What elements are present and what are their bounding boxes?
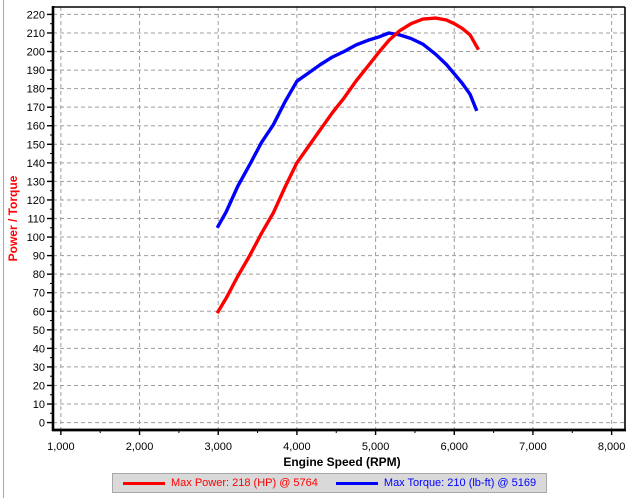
y-tick-label: 160 [27, 121, 45, 133]
y-tick-label: 40 [33, 343, 45, 355]
y-tick-label: 80 [33, 269, 45, 281]
legend: Max Power: 218 (HP) @ 5764 Max Torque: 2… [112, 473, 548, 493]
y-tick-label: 120 [27, 195, 45, 207]
torque-curve [215, 31, 479, 229]
y-tick-label: 150 [27, 139, 45, 151]
y-tick-label: 0 [39, 418, 45, 430]
torque-line-swatch [335, 481, 378, 485]
x-tick-label: 8,000 [598, 441, 626, 453]
power-line-swatch [123, 481, 165, 485]
y-tick-label: 170 [27, 102, 45, 114]
y-tick-label: 30 [33, 362, 45, 374]
x-tick-label: 4,000 [283, 441, 311, 453]
legend-power-label: Max Power: 218 (HP) @ 5764 [171, 477, 318, 489]
legend-torque-entry: Max Torque: 210 (lb-ft) @ 5169 [335, 477, 537, 489]
panel-left-border [3, 0, 4, 498]
x-tick-label: 2,000 [126, 441, 154, 453]
y-tick-label: 140 [27, 158, 45, 170]
y-tick-label: 70 [33, 288, 45, 300]
legend-power-entry: Max Power: 218 (HP) @ 5764 [123, 477, 318, 489]
x-axis-ticks: 1,000 2,000 3,000 4,000 5,000 6,000 7,000 8,000 [47, 430, 625, 453]
y-tick-label: 130 [27, 176, 45, 188]
x-tick-label: 5,000 [362, 441, 390, 453]
y-tick-label: 90 [33, 251, 45, 263]
y-tick-label: 20 [33, 380, 45, 392]
y-tick-label: 200 [27, 47, 45, 59]
y-tick-label: 180 [27, 84, 45, 96]
y-tick-label: 110 [27, 214, 45, 226]
y-tick-label: 190 [27, 65, 45, 77]
legend-torque-label: Max Torque: 210 (lb-ft) @ 5169 [383, 477, 537, 489]
power-curve [215, 16, 480, 314]
y-axis-label: Power / Torque [6, 175, 20, 261]
y-tick-label: 210 [27, 28, 45, 40]
x-tick-label: 7,000 [519, 441, 547, 453]
y-tick-label: 10 [33, 399, 45, 411]
x-tick-label: 6,000 [440, 441, 468, 453]
y-tick-label: 50 [33, 325, 45, 337]
y-tick-label: 60 [33, 306, 45, 318]
y-tick-label: 100 [27, 232, 45, 244]
x-tick-label: 3,000 [204, 441, 232, 453]
gridlines [53, 7, 625, 430]
x-axis-label: Engine Speed (RPM) [283, 455, 400, 469]
x-tick-label: 1,000 [47, 441, 75, 453]
y-tick-label: 220 [27, 9, 45, 21]
y-axis-ticks: 0 10 20 30 40 50 60 70 80 90 100 110 120 130 140 150 160… [27, 9, 53, 430]
